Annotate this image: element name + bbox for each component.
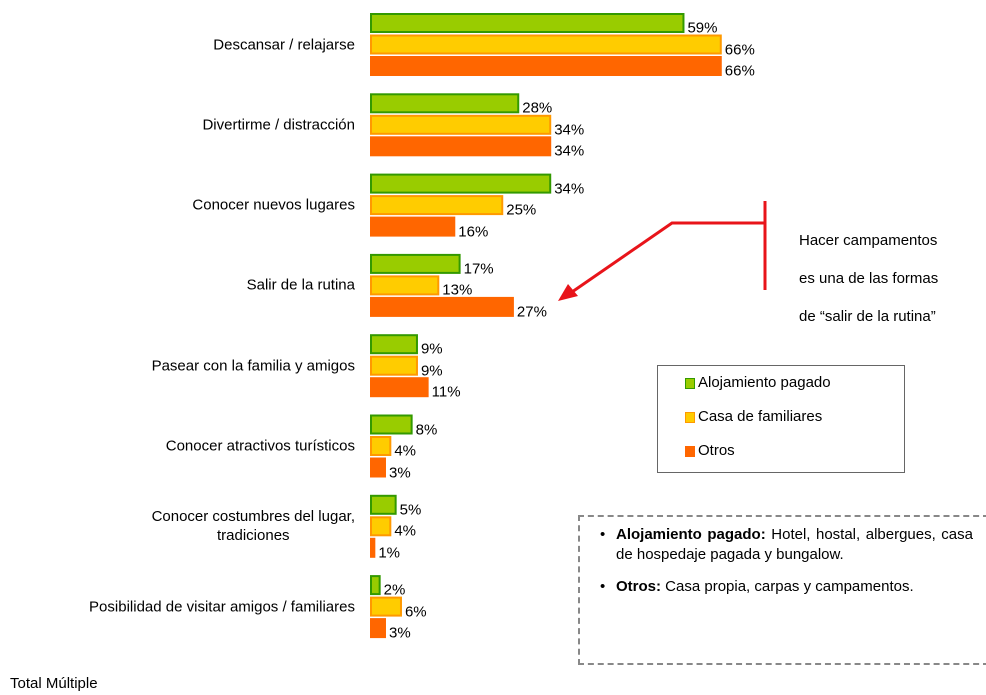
- value-label: 11%: [431, 383, 461, 401]
- value-label: 2%: [383, 581, 406, 599]
- bar: [370, 334, 418, 355]
- note: Otros: Casa propia, carpas y campamentos…: [598, 577, 973, 597]
- note-term: Otros:: [616, 578, 661, 595]
- annotation-line: es una de las formas: [799, 270, 939, 287]
- value-label: 6%: [404, 603, 427, 621]
- bar: [370, 575, 381, 596]
- bar: [370, 275, 440, 296]
- value-label: 34%: [554, 121, 585, 139]
- legend-swatch: [685, 446, 695, 457]
- category-label: Conocer nuevos lugares: [192, 196, 355, 214]
- bar: [370, 34, 722, 55]
- notes-box: Alojamiento pagado: Hotel, hostal, alber…: [578, 515, 986, 665]
- bar: [370, 136, 552, 157]
- bar: [370, 436, 392, 456]
- value-label: 28%: [522, 99, 553, 117]
- legend-label: Casa de familiares: [698, 408, 823, 425]
- annotation: Hacer campamentos es una de las formas d…: [799, 212, 938, 345]
- bar: [370, 414, 413, 435]
- bar: [370, 93, 520, 114]
- bar: [370, 13, 685, 33]
- value-label: 17%: [463, 260, 494, 278]
- value-label: 3%: [388, 624, 411, 642]
- value-label: 27%: [516, 303, 547, 321]
- value-label: 34%: [554, 180, 585, 198]
- bar: [370, 537, 376, 558]
- legend-swatch: [685, 412, 695, 423]
- category-label: Conocer costumbres del lugar, tradicione…: [151, 508, 355, 545]
- value-label: 5%: [399, 501, 422, 519]
- value-label: 8%: [415, 421, 438, 438]
- bar: [370, 253, 461, 274]
- category-label: Descansar / relajarse: [213, 36, 355, 53]
- value-label: 13%: [442, 281, 473, 299]
- bar: [370, 114, 552, 135]
- legend-item: Otros: [685, 441, 735, 461]
- annotation-line: Hacer campamentos: [799, 232, 938, 249]
- value-label: 9%: [420, 340, 443, 358]
- value-label: 59%: [687, 19, 718, 37]
- category-label: Posibilidad de visitar amigos / familiar…: [89, 598, 355, 616]
- legend-label: Alojamiento pagado: [698, 374, 831, 391]
- value-label: 1%: [378, 544, 401, 562]
- bar: [370, 296, 514, 317]
- value-label: 9%: [420, 362, 443, 380]
- legend-label: Otros: [698, 442, 735, 459]
- bar: [370, 195, 504, 216]
- bar: [370, 56, 722, 76]
- note: Alojamiento pagado: Hotel, hostal, alber…: [598, 525, 973, 565]
- bar: [370, 596, 402, 617]
- bar: [370, 494, 397, 515]
- legend-item: Alojamiento pagado: [685, 373, 831, 393]
- bar: [370, 618, 386, 639]
- value-label: 34%: [554, 142, 585, 160]
- value-label: 66%: [724, 41, 755, 58]
- category-label: Salir de la rutina: [246, 276, 355, 294]
- bar: [370, 216, 456, 237]
- value-label: 16%: [458, 223, 489, 241]
- bar: [370, 457, 386, 478]
- footer: Total Múltiple: [10, 675, 98, 692]
- note-text: Hotel, hostal, albergues, casa de hosped…: [616, 526, 973, 563]
- value-label: 25%: [506, 201, 537, 219]
- legend-swatch: [685, 378, 695, 389]
- value-label: 66%: [724, 62, 755, 80]
- legend: Alojamiento pagado Casa de familiares Otro…: [657, 365, 905, 473]
- bar: [370, 377, 429, 398]
- value-label: 3%: [388, 464, 411, 481]
- annotation-line: de “salir de la rutina”: [799, 308, 936, 325]
- note-text: Casa propia, carpas y campamentos.: [665, 578, 914, 595]
- legend-item: Casa de familiares: [685, 407, 823, 427]
- bar: [370, 355, 418, 376]
- value-label: 4%: [394, 442, 416, 460]
- value-label: 4%: [394, 522, 416, 540]
- category-label: Pasear con la familia y amigos: [151, 357, 355, 375]
- note-term: Alojamiento pagado:: [616, 526, 766, 543]
- bar: [370, 173, 552, 194]
- bar: [370, 516, 392, 537]
- annotation-arrow: [558, 201, 767, 301]
- category-label: Divertirme / distracción: [202, 116, 355, 134]
- category-label: Conocer atractivos turísticos: [165, 437, 355, 455]
